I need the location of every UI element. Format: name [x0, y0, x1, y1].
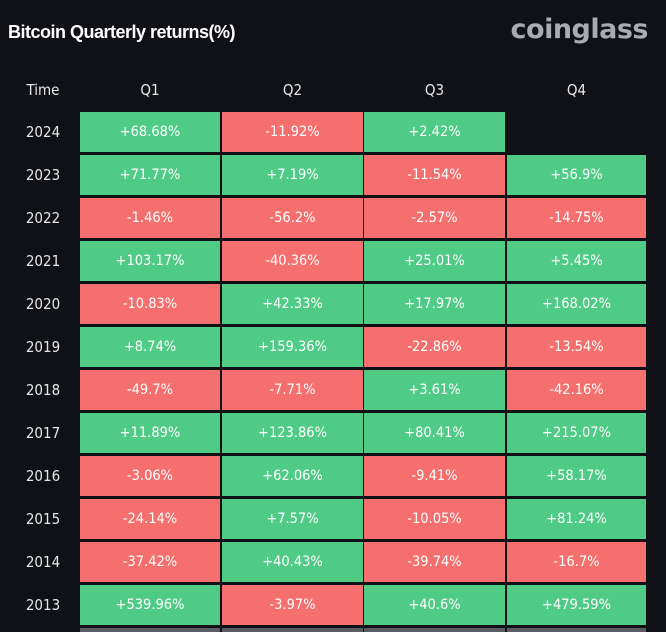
return-cell: -13.54% — [507, 327, 646, 367]
return-cell: +62.06% — [222, 456, 363, 496]
return-cell: -22.86% — [364, 327, 505, 367]
return-cell: -3.97% — [222, 585, 363, 625]
return-cell: +8.74% — [80, 327, 220, 367]
next-row-cell-partial — [80, 628, 220, 632]
return-cell: -56.2% — [222, 198, 363, 238]
column-header-q3: Q3 — [424, 81, 445, 99]
next-row-cell-partial — [507, 628, 646, 632]
return-cell: +479.59% — [507, 585, 646, 625]
return-cell: -10.05% — [364, 499, 505, 539]
return-cell: +40.43% — [222, 542, 363, 582]
return-cell: -37.42% — [80, 542, 220, 582]
return-cell: +80.41% — [364, 413, 505, 453]
next-row-cell-partial — [364, 628, 505, 632]
row-label-2018: 2018 — [25, 381, 61, 399]
return-cell: +159.36% — [222, 327, 363, 367]
return-cell: -9.41% — [364, 456, 505, 496]
chart-title: Bitcoin Quarterly returns(%) — [8, 22, 236, 42]
return-cell: +17.97% — [364, 284, 505, 324]
return-cell: +7.19% — [222, 155, 363, 195]
return-cell: +81.24% — [507, 499, 646, 539]
return-cell: +7.57% — [222, 499, 363, 539]
column-header-q1: Q1 — [140, 81, 160, 99]
row-label-2021: 2021 — [25, 252, 61, 270]
return-cell: +539.96% — [80, 585, 220, 625]
coinglass-logo: coinglass — [510, 14, 649, 45]
return-cell: -2.57% — [364, 198, 505, 238]
return-cell: -7.71% — [222, 370, 363, 410]
return-cell: +56.9% — [507, 155, 646, 195]
column-header-q2: Q2 — [282, 81, 303, 99]
return-cell: -42.16% — [507, 370, 646, 410]
return-cell: +68.68% — [80, 112, 220, 152]
return-cell: +58.17% — [507, 456, 646, 496]
row-label-2014: 2014 — [25, 553, 61, 571]
return-cell: +103.17% — [80, 241, 220, 281]
row-label-2017: 2017 — [25, 424, 61, 442]
column-header-time: Time — [26, 81, 60, 99]
return-cell: +5.45% — [507, 241, 646, 281]
return-cell: +2.42% — [364, 112, 505, 152]
return-cell: +40.6% — [364, 585, 505, 625]
row-label-2013: 2013 — [25, 596, 61, 614]
return-cell: +123.86% — [222, 413, 363, 453]
row-label-2022: 2022 — [25, 209, 61, 227]
return-cell: -3.06% — [80, 456, 220, 496]
return-cell: -14.75% — [507, 198, 646, 238]
return-cell: -1.46% — [80, 198, 220, 238]
return-cell: +42.33% — [222, 284, 363, 324]
row-label-2019: 2019 — [25, 338, 61, 356]
return-cell: -11.54% — [364, 155, 505, 195]
return-cell: -39.74% — [364, 542, 505, 582]
row-label-2020: 2020 — [25, 295, 61, 313]
row-label-2016: 2016 — [25, 467, 61, 485]
return-cell: +3.61% — [364, 370, 505, 410]
return-cell: -49.7% — [80, 370, 220, 410]
return-cell: -10.83% — [80, 284, 220, 324]
return-cell: +215.07% — [507, 413, 646, 453]
return-cell: -16.7% — [507, 542, 646, 582]
return-cell: +71.77% — [80, 155, 220, 195]
row-label-2015: 2015 — [25, 510, 61, 528]
column-header-q4: Q4 — [566, 81, 587, 99]
row-label-2023: 2023 — [25, 166, 61, 184]
row-label-2024: 2024 — [25, 123, 61, 141]
return-cell: +25.01% — [364, 241, 505, 281]
next-row-cell-partial — [222, 628, 363, 632]
return-cell: -11.92% — [222, 112, 363, 152]
return-cell: -24.14% — [80, 499, 220, 539]
return-cell: +11.89% — [80, 413, 220, 453]
return-cell: -40.36% — [222, 241, 363, 281]
return-cell: +168.02% — [507, 284, 646, 324]
